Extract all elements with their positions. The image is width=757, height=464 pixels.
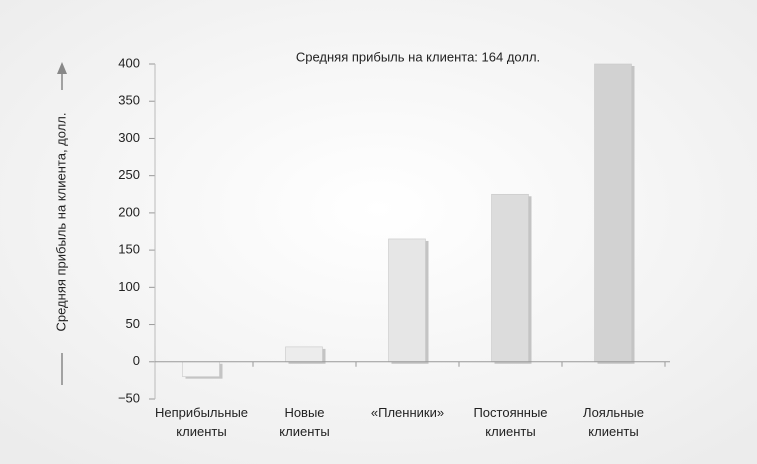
y-axis-label: Средняя прибыль на клиента, долл. bbox=[53, 113, 68, 332]
x-tick-label: Неприбыльные клиенты bbox=[155, 405, 248, 439]
y-tick-label: 400 bbox=[118, 55, 140, 70]
y-tick-label: 0 bbox=[133, 353, 140, 368]
x-tick-label-line: клиенты bbox=[485, 424, 535, 439]
x-tick-label: Лояльные клиенты bbox=[583, 405, 644, 439]
bar bbox=[388, 238, 426, 363]
y-tick-label: 250 bbox=[118, 167, 140, 182]
x-tick-label: «Пленники» bbox=[371, 405, 444, 420]
x-tick-label-line: Постоянные bbox=[473, 405, 547, 420]
bar bbox=[182, 361, 220, 377]
x-tick-label-line: клиенты bbox=[176, 424, 226, 439]
bar bbox=[594, 63, 632, 363]
chart-title: Средняя прибыль на клиента: 164 долл. bbox=[296, 49, 540, 64]
y-tick-label: 150 bbox=[118, 242, 140, 257]
x-tick-label-line: Лояльные bbox=[583, 405, 644, 420]
x-tick-label-line: клиенты bbox=[588, 424, 638, 439]
x-tick-label-line: Новые bbox=[284, 405, 324, 420]
y-tick-label: 50 bbox=[126, 316, 140, 331]
y-tick-label: 100 bbox=[118, 279, 140, 294]
x-tick-label: Новые клиенты bbox=[279, 405, 329, 439]
y-arrow bbox=[57, 62, 67, 385]
y-tick-label: 200 bbox=[118, 204, 140, 219]
y-tick-label: 300 bbox=[118, 130, 140, 145]
bar bbox=[491, 193, 529, 363]
bar bbox=[285, 346, 323, 363]
y-tick-label: −50 bbox=[118, 390, 140, 405]
x-tick-label: Постоянные клиенты bbox=[473, 405, 547, 439]
y-tick-label: 350 bbox=[118, 93, 140, 108]
x-tick-label-line: клиенты bbox=[279, 424, 329, 439]
x-tick-label-line: «Пленники» bbox=[371, 405, 444, 420]
x-tick-label-line: Неприбыльные bbox=[155, 405, 248, 420]
